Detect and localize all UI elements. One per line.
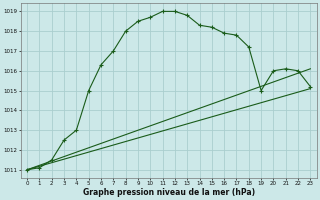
X-axis label: Graphe pression niveau de la mer (hPa): Graphe pression niveau de la mer (hPa) [83,188,255,197]
